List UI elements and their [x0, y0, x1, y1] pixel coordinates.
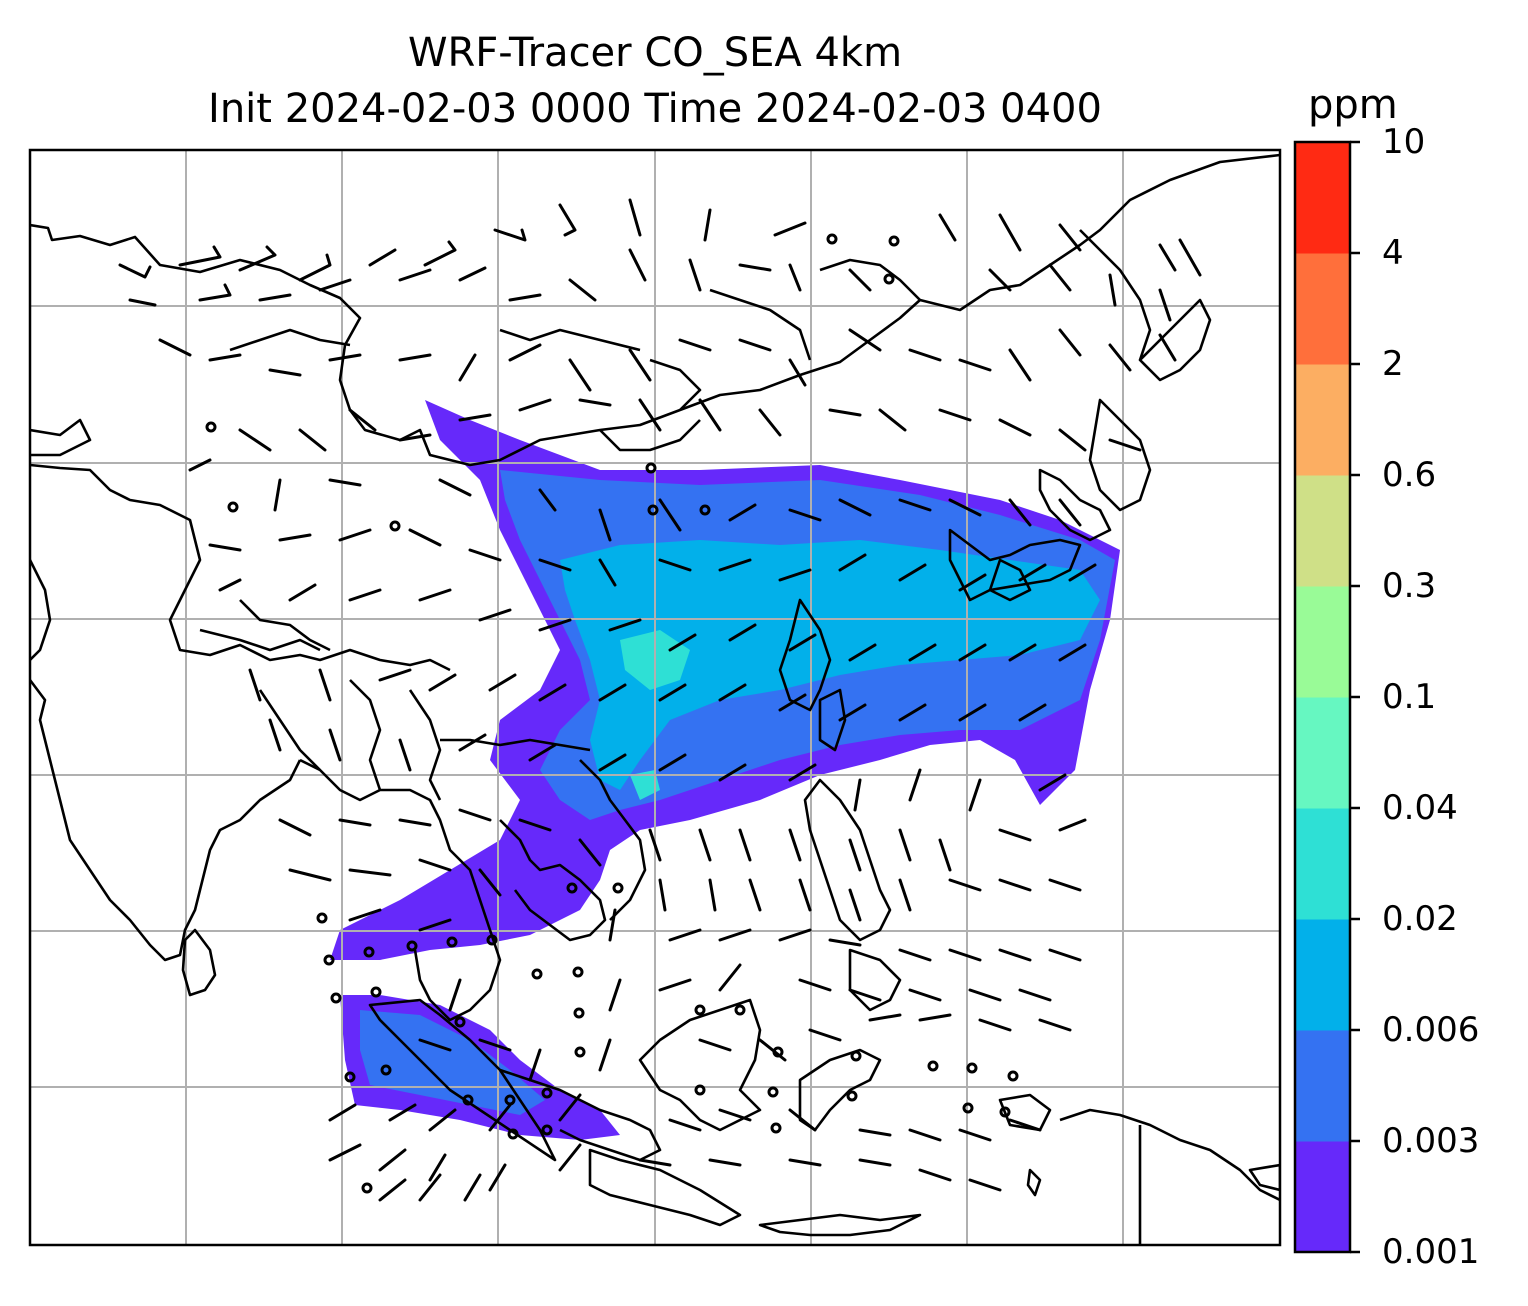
- colorbar-tick-label: 4: [1382, 233, 1404, 273]
- colorbar-tick-label: 0.003: [1382, 1121, 1480, 1161]
- coastlines: [30, 153, 1280, 1245]
- colorbar-tick-label: 0.3: [1382, 566, 1437, 606]
- colorbar-segment: [1295, 364, 1350, 476]
- colorbar-tick-label: 0.6: [1382, 455, 1437, 495]
- map-frame: [28, 148, 1282, 1247]
- colorbar: [1293, 140, 1360, 1254]
- colorbar-segment: [1295, 142, 1350, 254]
- colorbar-segment: [1295, 1030, 1350, 1142]
- colorbar-segment: [1295, 475, 1350, 587]
- colorbar-tick-label: 10: [1382, 122, 1426, 162]
- colorbar-segment: [1295, 253, 1350, 365]
- gridlines: [30, 150, 1280, 1245]
- colorbar-tick-label: 0.04: [1382, 788, 1458, 828]
- colorbar-segment: [1295, 697, 1350, 809]
- colorbar-tick-label: 2: [1382, 344, 1404, 384]
- colorbar-tick-label: 0.1: [1382, 677, 1437, 717]
- colorbar-unit: ppm: [1308, 82, 1398, 128]
- map-title-line1: WRF-Tracer CO_SEA 4km: [407, 30, 903, 76]
- colorbar-segment: [1295, 808, 1350, 920]
- wind-barbs: [118, 198, 1202, 1202]
- colorbar-tick-label: 0.001: [1382, 1232, 1480, 1272]
- plume-hotspot-2: [630, 770, 660, 800]
- colorbar-segment: [1295, 919, 1350, 1031]
- plume-core: [560, 540, 1100, 790]
- colorbar-tick-label: 0.02: [1382, 899, 1458, 939]
- tracer-plume: [330, 400, 1120, 1140]
- colorbar-segment: [1295, 586, 1350, 698]
- colorbar-tick-label: 0.006: [1382, 1010, 1480, 1050]
- map-title-line2: Init 2024-02-03 0000 Time 2024-02-03 040…: [208, 86, 1102, 132]
- colorbar-segment: [1295, 1141, 1350, 1253]
- calm-wind-markers: [205, 233, 1019, 1194]
